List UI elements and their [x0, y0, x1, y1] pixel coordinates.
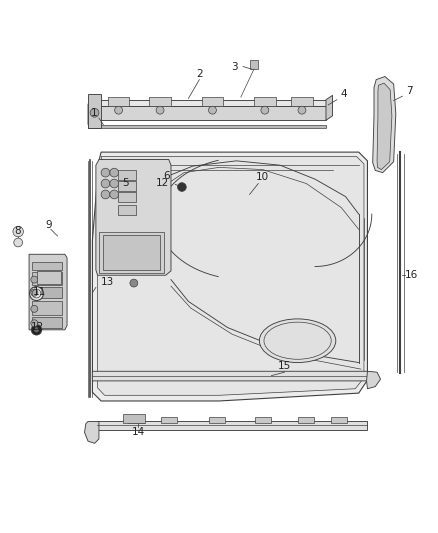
- Text: 12: 12: [31, 322, 44, 332]
- Polygon shape: [32, 272, 62, 285]
- Polygon shape: [98, 157, 364, 395]
- Polygon shape: [254, 97, 276, 106]
- Text: 12: 12: [155, 177, 169, 188]
- Text: 7: 7: [406, 86, 412, 96]
- Text: 16: 16: [404, 270, 418, 280]
- Polygon shape: [331, 417, 347, 423]
- Circle shape: [13, 227, 23, 237]
- Polygon shape: [32, 287, 62, 298]
- Circle shape: [31, 276, 38, 283]
- Text: 2: 2: [196, 69, 203, 78]
- Circle shape: [31, 320, 38, 327]
- Polygon shape: [29, 254, 67, 330]
- Polygon shape: [118, 192, 136, 202]
- Circle shape: [177, 183, 186, 191]
- Polygon shape: [113, 175, 133, 212]
- Circle shape: [14, 238, 22, 247]
- Polygon shape: [32, 302, 62, 314]
- Polygon shape: [97, 422, 367, 430]
- Text: 4: 4: [340, 89, 347, 99]
- Polygon shape: [32, 317, 62, 328]
- Text: 11: 11: [32, 287, 46, 297]
- Polygon shape: [373, 77, 396, 173]
- Circle shape: [31, 289, 38, 296]
- Circle shape: [101, 179, 110, 188]
- Polygon shape: [85, 422, 99, 443]
- Polygon shape: [367, 372, 381, 389]
- Polygon shape: [88, 100, 95, 125]
- Polygon shape: [32, 262, 62, 270]
- Polygon shape: [201, 97, 223, 106]
- Polygon shape: [149, 97, 171, 106]
- Polygon shape: [95, 106, 326, 120]
- Polygon shape: [118, 171, 136, 180]
- Text: 3: 3: [231, 61, 237, 71]
- Circle shape: [29, 287, 43, 301]
- Circle shape: [115, 106, 123, 114]
- Polygon shape: [92, 152, 367, 401]
- Text: 10: 10: [256, 172, 269, 182]
- Polygon shape: [209, 417, 225, 423]
- Polygon shape: [96, 159, 171, 275]
- Circle shape: [34, 327, 39, 333]
- Polygon shape: [250, 60, 258, 69]
- Ellipse shape: [259, 319, 336, 362]
- Polygon shape: [298, 417, 314, 423]
- Polygon shape: [291, 97, 313, 106]
- Circle shape: [298, 106, 306, 114]
- Polygon shape: [88, 94, 101, 128]
- Polygon shape: [161, 417, 177, 423]
- Circle shape: [101, 168, 110, 177]
- Circle shape: [130, 279, 138, 287]
- Polygon shape: [103, 235, 160, 270]
- Polygon shape: [118, 181, 136, 191]
- Circle shape: [90, 108, 99, 117]
- Polygon shape: [145, 173, 172, 211]
- Circle shape: [208, 106, 216, 114]
- Circle shape: [31, 305, 38, 312]
- Text: 8: 8: [14, 225, 21, 236]
- Circle shape: [261, 106, 269, 114]
- Text: 14: 14: [131, 426, 145, 437]
- Polygon shape: [118, 205, 136, 215]
- Polygon shape: [99, 231, 164, 273]
- Text: 1: 1: [91, 108, 98, 118]
- Polygon shape: [123, 414, 145, 423]
- Circle shape: [156, 106, 164, 114]
- Circle shape: [31, 325, 42, 335]
- Circle shape: [110, 168, 119, 177]
- Text: 6: 6: [163, 171, 170, 181]
- Polygon shape: [377, 83, 392, 169]
- Polygon shape: [88, 125, 326, 128]
- Polygon shape: [326, 95, 332, 120]
- Polygon shape: [141, 169, 175, 213]
- Polygon shape: [128, 417, 144, 423]
- Text: 5: 5: [122, 177, 128, 188]
- Circle shape: [110, 190, 119, 199]
- Polygon shape: [108, 97, 130, 106]
- Circle shape: [101, 190, 110, 199]
- Text: 13: 13: [101, 277, 114, 287]
- Polygon shape: [92, 372, 374, 381]
- Polygon shape: [37, 271, 60, 284]
- Circle shape: [110, 179, 119, 188]
- Text: 9: 9: [46, 220, 52, 230]
- Text: 15: 15: [278, 361, 291, 371]
- Polygon shape: [95, 100, 326, 106]
- Polygon shape: [255, 417, 271, 423]
- Polygon shape: [117, 177, 131, 211]
